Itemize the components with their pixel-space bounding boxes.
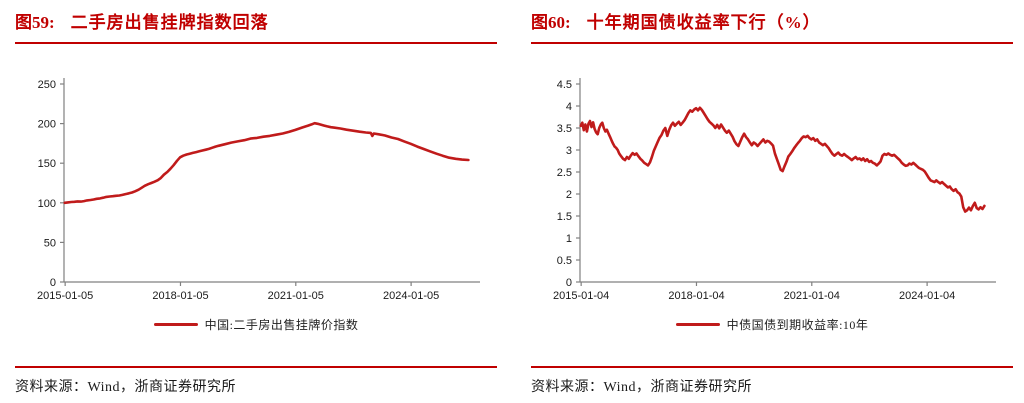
figure-panel-59: 图59: 二手房出售挂牌指数回落 0 50 100 150 200 250 2015-01-0… bbox=[15, 10, 497, 333]
y-tick-label: 0 bbox=[566, 277, 572, 289]
x-tick-label: 2018-01-05 bbox=[152, 290, 208, 302]
y-tick-label: 2 bbox=[566, 189, 572, 201]
y-tick-label: 4.5 bbox=[557, 79, 572, 91]
x-tick-label: 2015-01-05 bbox=[37, 290, 93, 302]
figure-panel-60: 图60: 十年期国债收益率下行（%） 0 0.5 1 1.5 2 2.5 3 3.5 4 4.5 20… bbox=[531, 10, 1013, 333]
y-tick-label: 1 bbox=[566, 233, 572, 245]
x-tick-label: 2024-01-05 bbox=[383, 290, 439, 302]
x-tick-label: 2021-01-04 bbox=[784, 290, 840, 302]
y-tick-label: 3.5 bbox=[557, 123, 572, 135]
y-tick-label: 100 bbox=[38, 198, 56, 210]
figure-title-text: 十年期国债收益率下行（%） bbox=[586, 13, 821, 32]
x-tick-label: 2018-01-04 bbox=[668, 290, 724, 302]
series-line bbox=[63, 121, 470, 205]
legend-line-swatch bbox=[675, 323, 720, 326]
legend-label: 中国:二手房出售挂牌价指数 bbox=[204, 318, 359, 332]
x-tick-label: 2015-01-04 bbox=[553, 290, 609, 302]
line-chart-bond-yield: 0 0.5 1 1.5 2 2.5 3 3.5 4 4.5 2015-01-04 2018-01-04… bbox=[553, 78, 996, 302]
y-tick-label: 250 bbox=[38, 79, 56, 91]
x-tick-label: 2021-01-05 bbox=[268, 290, 324, 302]
y-tick-label: 150 bbox=[38, 158, 56, 170]
y-tick-label: 1.5 bbox=[557, 211, 572, 223]
figure-label: 图60: bbox=[531, 13, 571, 32]
source-note-left: 资料来源：Wind，浙商证券研究所 bbox=[15, 366, 497, 396]
legend: 中国:二手房出售挂牌价指数 bbox=[15, 316, 497, 333]
y-tick-label: 200 bbox=[38, 119, 56, 131]
legend: 中债国债到期收益率:10年 bbox=[531, 316, 1013, 333]
y-tick-label: 2.5 bbox=[557, 167, 572, 179]
line-chart-listing-index: 0 50 100 150 200 250 2015-01-05 2018-01-05 2021-… bbox=[37, 78, 480, 302]
x-tick-label: 2024-01-04 bbox=[899, 290, 955, 302]
figure-label: 图59: bbox=[15, 13, 55, 32]
series-line bbox=[579, 106, 986, 213]
figure-title-60: 图60: 十年期国债收益率下行（%） bbox=[531, 10, 1013, 44]
y-tick-label: 50 bbox=[44, 237, 56, 249]
figure-title-59: 图59: 二手房出售挂牌指数回落 bbox=[15, 10, 497, 44]
figure-title-text: 二手房出售挂牌指数回落 bbox=[70, 13, 269, 32]
y-tick-label: 0.5 bbox=[557, 255, 572, 267]
y-tick-label: 0 bbox=[50, 277, 56, 289]
y-tick-label: 4 bbox=[566, 101, 572, 113]
source-note-right: 资料来源：Wind，浙商证券研究所 bbox=[531, 366, 1013, 396]
y-tick-label: 3 bbox=[566, 145, 572, 157]
legend-label: 中债国债到期收益率:10年 bbox=[726, 318, 869, 332]
legend-line-swatch bbox=[153, 323, 198, 326]
